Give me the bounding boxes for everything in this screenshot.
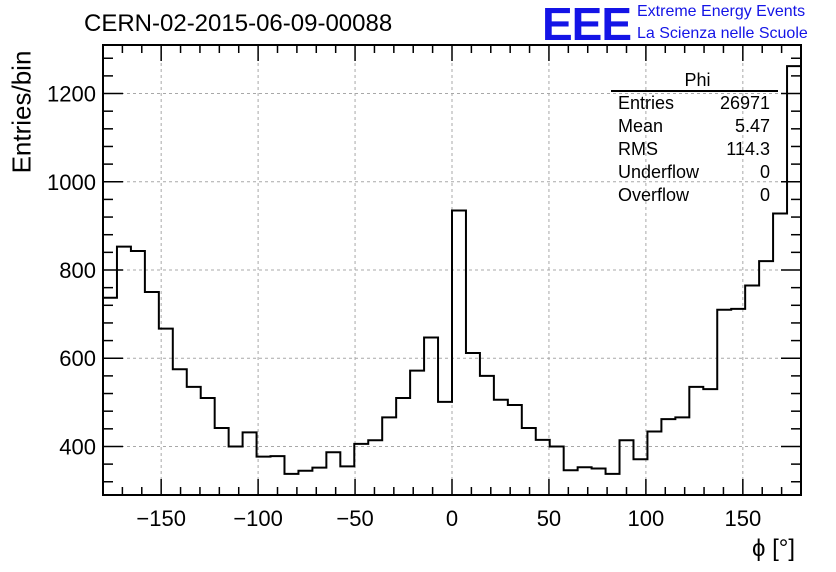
- logo-line-2: La Scienza nelle Scuole: [637, 25, 808, 42]
- logo-line-1: Extreme Energy Events: [637, 3, 806, 20]
- stat-row-entries: Entries 26971: [611, 92, 778, 115]
- stat-value: 0: [759, 185, 770, 205]
- stat-row-rms: RMS 114.3: [611, 138, 778, 161]
- eee-logo: EEE: [542, 0, 632, 50]
- x-tick-label: −150: [136, 506, 186, 531]
- stat-value: 114.3: [726, 139, 770, 159]
- tick-labels: −150 −100 −50 0 50 100 150 400 600 800 1000 1200: [47, 82, 761, 531]
- x-tick-label: 100: [628, 506, 665, 531]
- x-tick-label: 0: [446, 506, 458, 531]
- stat-row-underflow: Underflow 0: [611, 161, 778, 184]
- y-tick-label: 1200: [47, 82, 96, 107]
- page-title: CERN-02-2015-06-09-00088: [84, 10, 393, 37]
- x-tick-label: 150: [724, 506, 761, 531]
- y-axis-label: Entries/bin: [6, 50, 37, 174]
- stat-row-mean: Mean 5.47: [611, 115, 778, 138]
- x-tick-label: −100: [233, 506, 283, 531]
- stat-label: RMS: [618, 139, 658, 159]
- stat-value: 0: [759, 162, 770, 182]
- stat-label: Mean: [618, 116, 664, 136]
- histogram-line: [103, 65, 801, 475]
- stat-row-overflow: Overflow 0: [611, 184, 778, 207]
- y-tick-label: 1000: [47, 170, 96, 195]
- x-tick-label: −50: [336, 506, 373, 531]
- stat-label: Entries: [618, 93, 675, 113]
- x-axis-label: ϕ [°]: [752, 535, 796, 562]
- stats-title: Phi: [611, 70, 778, 92]
- stat-value: 26971: [719, 93, 770, 113]
- x-tick-label: 50: [537, 506, 561, 531]
- stat-label: Overflow: [618, 185, 690, 205]
- y-tick-label: 400: [59, 434, 96, 459]
- plot-frame: [102, 44, 802, 496]
- y-tick-label: 600: [59, 346, 96, 371]
- y-tick-label: 800: [59, 258, 96, 283]
- stat-label: Underflow: [618, 162, 700, 182]
- stats-box: Phi Entries 26971 Mean 5.47 RMS 114.3 Un…: [611, 70, 778, 207]
- stat-value: 5.47: [734, 116, 770, 136]
